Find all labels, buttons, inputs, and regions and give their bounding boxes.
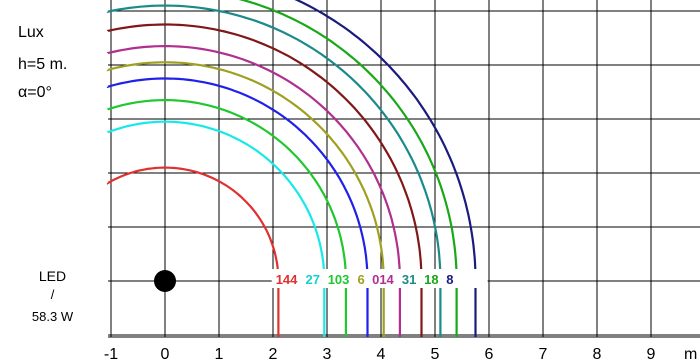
tilt-angle-label: α=0° [18,84,52,101]
x-tick-label: 2 [269,346,278,363]
contour-label: 8 [446,272,453,287]
contour-3 [106,77,369,337]
contour-27 [106,120,326,337]
contour-0 [106,45,401,337]
contour-31 [106,4,442,337]
x-tick-label: 1 [215,346,224,363]
x-tick-label: 8 [593,346,602,363]
x-tick-label: 0 [161,346,170,363]
x-tick-label: 5 [431,346,440,363]
contour-label: 6 [358,272,365,287]
contour-label: 144 [276,272,298,287]
x-axis-unit: m [684,346,697,363]
contour-8 [294,0,477,337]
x-axis-ticks: -1 0 1 2 3 4 5 6 7 8 9 m [104,346,697,363]
x-tick-label: -1 [104,346,118,363]
contour-14 [106,23,423,337]
unit-label: Lux [18,24,44,41]
contour-18 [238,0,458,337]
isolux-contours [106,0,477,337]
contour-label: 31 [402,272,416,287]
contour-labels: 144 27 103 6 014 31 18 8 [271,269,488,288]
contour-label: 18 [424,272,438,287]
x-tick-label: 6 [485,346,494,363]
contour-label: 014 [372,272,394,287]
mounting-height-label: h=5 m. [18,56,68,73]
luminaire-marker [154,270,176,292]
contour-6 [106,61,385,337]
contour-144 [106,166,280,337]
x-tick-label: 7 [539,346,548,363]
x-tick-label: 4 [377,346,386,363]
fixture-separator: / [50,287,55,302]
contour-label: 103 [328,272,350,287]
fixture-type-label: LED [38,268,67,284]
contour-label-backdrop [271,269,488,288]
contour-label: 27 [306,272,320,287]
fixture-power-label: 58.3 W [31,309,74,324]
x-tick-label: 9 [647,346,656,363]
contour-103 [106,99,347,337]
x-tick-label: 3 [323,346,332,363]
